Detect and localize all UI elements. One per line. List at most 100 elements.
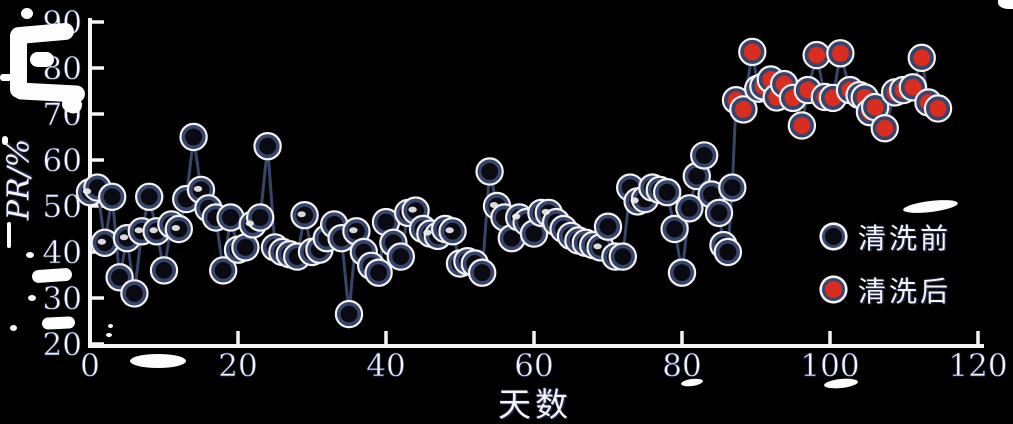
scan-glint xyxy=(171,225,180,231)
scan-glint xyxy=(149,227,158,234)
scan-artifact xyxy=(10,28,27,98)
y-tick-label: 60 xyxy=(43,143,82,179)
marker-halo xyxy=(149,256,179,285)
data-point-before xyxy=(662,217,687,242)
axis-line xyxy=(88,18,984,348)
scan-artifact xyxy=(28,295,36,301)
scan-artifact xyxy=(0,74,12,81)
scan-glint xyxy=(593,243,602,250)
data-point-before xyxy=(720,175,745,200)
marker-halo xyxy=(246,203,275,232)
marker-halo xyxy=(675,194,704,223)
data-point-after xyxy=(909,45,934,70)
x-axis-title: 天数 xyxy=(498,385,572,424)
data-point-before xyxy=(477,159,502,184)
marker-halo xyxy=(97,182,127,212)
data-point-before xyxy=(233,235,258,260)
data-point-before xyxy=(211,258,236,283)
marker-halo xyxy=(290,200,319,230)
marker-halo xyxy=(468,258,497,287)
y-tick-label: 80 xyxy=(43,51,82,87)
marker-halo xyxy=(787,111,817,140)
open-circle-icon xyxy=(822,225,845,248)
y-tick-label: 50 xyxy=(43,189,82,225)
scan-glint xyxy=(630,197,639,204)
marker-halo xyxy=(729,95,758,124)
data-point-after xyxy=(731,97,756,122)
marker-halo xyxy=(134,182,164,212)
marker-halo xyxy=(660,214,689,244)
data-point-after xyxy=(872,116,897,141)
marker-halo xyxy=(738,37,767,67)
data-point-after xyxy=(863,95,888,120)
marker-halo xyxy=(179,122,208,152)
data-point-after xyxy=(926,96,951,121)
data-point-before xyxy=(255,134,280,159)
marker-halo xyxy=(870,114,899,143)
data-point-before xyxy=(595,214,620,239)
scan-artifact xyxy=(108,324,113,328)
data-point-before xyxy=(715,240,740,265)
scan-glint xyxy=(423,229,432,236)
marker-halo xyxy=(704,198,734,228)
data-point-before xyxy=(218,205,243,230)
data-point-after xyxy=(828,41,853,66)
y-tick-label: 30 xyxy=(43,281,82,317)
data-point-before xyxy=(610,244,635,269)
marker-halo xyxy=(208,256,238,285)
marker-halo xyxy=(923,94,953,123)
scan-glint xyxy=(349,227,358,234)
scan-glint xyxy=(541,208,550,215)
marker-halo xyxy=(653,177,682,207)
scan-artifact xyxy=(2,136,8,145)
data-point-before xyxy=(655,180,680,205)
marker-halo xyxy=(120,279,149,308)
x-tick-label: 20 xyxy=(218,348,257,384)
data-point-before xyxy=(100,184,125,209)
scan-artifact xyxy=(7,222,11,248)
y-tick-label: 40 xyxy=(43,235,82,271)
data-point-after xyxy=(740,39,765,64)
data-point-before xyxy=(706,200,731,225)
marker-halo xyxy=(718,173,747,202)
x-tick-label: 60 xyxy=(514,348,553,384)
scan-glint xyxy=(408,206,417,213)
marker-halo xyxy=(898,73,928,102)
filled-circle-icon xyxy=(822,278,845,301)
scan-artifact xyxy=(21,8,33,19)
scan-artifact xyxy=(26,252,34,258)
marker-halo xyxy=(438,217,467,246)
x-tick-label: 120 xyxy=(948,348,1007,384)
marker-halo xyxy=(105,263,134,292)
scan-glint xyxy=(245,220,254,227)
marker-halo xyxy=(475,157,504,186)
scan-artifact xyxy=(10,325,17,331)
marker-halo xyxy=(713,237,743,267)
legend-label-after-cleaning: 清洗后 xyxy=(858,274,952,308)
scan-artifact xyxy=(998,0,1013,9)
scan-glint xyxy=(489,202,499,208)
data-point-after xyxy=(789,113,814,138)
data-point-before xyxy=(470,260,495,285)
scan-glint xyxy=(97,238,107,245)
scan-artifact xyxy=(106,333,112,337)
marker-halo xyxy=(334,299,364,329)
scan-artifact xyxy=(30,52,54,67)
data-point-before xyxy=(669,260,694,285)
scan-glint xyxy=(445,227,454,234)
x-tick-label: 0 xyxy=(80,348,100,384)
data-point-before xyxy=(692,143,717,168)
data-point-before xyxy=(248,205,273,230)
scan-artifact xyxy=(130,354,186,368)
marker-halo xyxy=(386,242,415,271)
data-point-before xyxy=(677,196,702,221)
legend: 清洗前 清洗后 xyxy=(812,210,951,316)
scan-glint xyxy=(82,188,92,195)
data-point-before xyxy=(137,184,162,209)
legend-label-before-cleaning: 清洗前 xyxy=(858,221,952,255)
data-point-after xyxy=(900,75,925,100)
data-point-after xyxy=(804,43,829,68)
data-point-before xyxy=(107,265,132,290)
